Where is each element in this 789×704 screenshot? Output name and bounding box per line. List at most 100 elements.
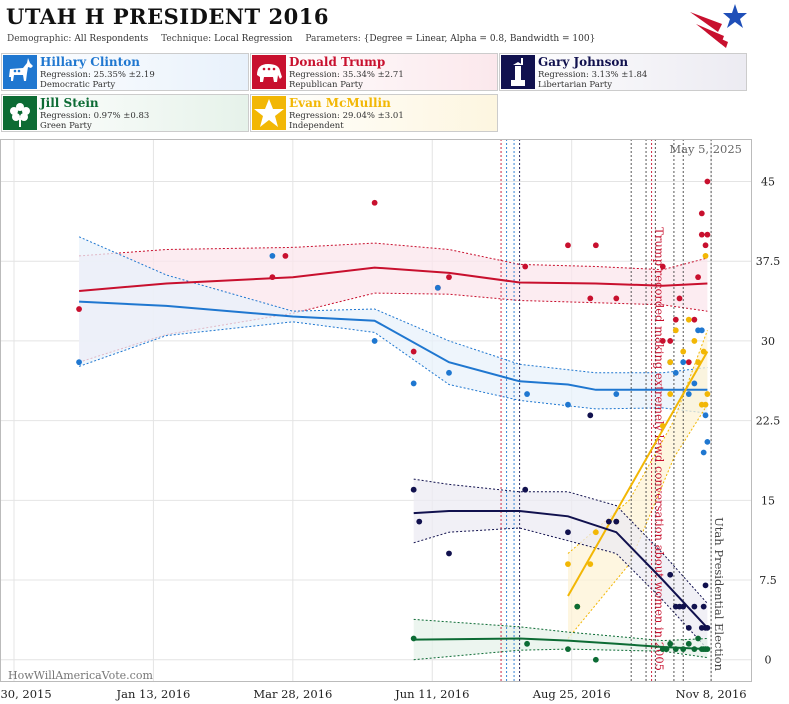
x-tick-label: Jun 11, 2016 [394, 687, 469, 701]
poll-point [613, 391, 620, 397]
poll-point [667, 391, 674, 397]
lower-bound-line [413, 648, 708, 661]
poll-point [565, 242, 571, 249]
candidate-regression: Regression: 3.13% ±1.84 [538, 70, 648, 80]
poll-point [691, 316, 698, 323]
trend-line [79, 266, 708, 292]
candidate-party: Republican Party [289, 80, 363, 90]
technique-label: Technique: [161, 34, 212, 44]
candidate-card-mcmullin[interactable]: Evan McMullin Regression: 29.04% ±3.01 I… [250, 94, 498, 132]
poll-point [680, 603, 687, 610]
poll-point [672, 369, 679, 376]
poll-point [667, 571, 674, 578]
poll-point [592, 242, 599, 249]
confidence-band [79, 243, 708, 363]
poll-point [704, 646, 711, 653]
y-tick-label: 22.5 [756, 415, 781, 428]
poll-point [434, 284, 441, 291]
poll-point [371, 199, 378, 206]
poll-point [680, 646, 687, 653]
lower-bound-line [567, 404, 708, 639]
poll-point [685, 624, 692, 631]
annotation-label: Utah Presidential Election [712, 517, 726, 671]
candidate-card-stein[interactable]: Jill Stein Regression: 0.97% ±0.83 Green… [1, 94, 249, 132]
confidence-bands [78, 236, 708, 661]
upper-bound-line [78, 236, 708, 374]
poll-point [685, 359, 692, 366]
poll-point [524, 391, 530, 397]
trend-line [413, 637, 708, 651]
poll-point [587, 295, 594, 302]
header: UTAH H PRESIDENT 2016 Demographic: All R… [0, 0, 789, 52]
poll-point [410, 635, 417, 642]
confidence-band [79, 236, 708, 414]
confidence-band [568, 330, 708, 639]
candidate-party: Green Party [40, 121, 92, 131]
poll-point [672, 646, 679, 653]
poll-point [704, 391, 711, 397]
poll-point [269, 274, 276, 281]
poll-point [524, 640, 530, 647]
x-tick-label: Nov 8, 2016 [676, 687, 747, 701]
y-tick-label: 37.5 [756, 255, 781, 268]
star-flag-logo-icon[interactable] [688, 2, 748, 50]
poll-point [446, 550, 452, 557]
parameters-value[interactable]: {Degree = Linear, Alpha = 0.8, Bandwidth… [363, 34, 596, 44]
poll-point [659, 338, 666, 344]
poll-point [659, 263, 666, 270]
candidate-party: Libertarian Party [538, 80, 613, 90]
poll-point [685, 391, 692, 397]
poll-point [565, 561, 571, 567]
candidate-card-johnson[interactable]: Gary Johnson Regression: 3.13% ±1.84 Lib… [499, 53, 747, 91]
poll-point [691, 338, 698, 344]
poll-point [76, 306, 82, 312]
x-tick-label: Mar 28, 2016 [253, 687, 332, 701]
poll-point [676, 295, 683, 302]
poll-point [685, 316, 692, 323]
poll-point [698, 231, 705, 238]
poll-point [695, 635, 701, 642]
poll-point [702, 242, 709, 249]
page-title: UTAH H PRESIDENT 2016 [6, 4, 329, 29]
poll-point [704, 178, 711, 185]
poll-point [702, 401, 709, 408]
poll-point [685, 640, 692, 647]
poll-point [592, 656, 599, 663]
confidence-band [413, 479, 708, 650]
poll-point [587, 561, 594, 567]
poll-point [613, 518, 620, 525]
candidate-regression: Regression: 0.97% ±0.83 [40, 111, 150, 121]
annotation-label: Trump recorded making extremely lewd con… [653, 227, 667, 671]
upper-bound-line [79, 242, 708, 271]
poll-point [522, 486, 529, 493]
chart-grid [0, 139, 752, 681]
candidate-card-clinton[interactable]: Hillary Clinton Regression: 25.35% ±2.19… [1, 53, 249, 91]
candidate-name: Gary Johnson [538, 55, 629, 69]
candidate-name: Donald Trump [289, 55, 386, 69]
candidate-regression: Regression: 29.04% ±3.01 [289, 111, 404, 121]
poll-point [704, 624, 711, 631]
candidate-party: Democratic Party [40, 80, 116, 90]
technique-value[interactable]: Local Regression [214, 34, 293, 44]
candidate-card-trump[interactable]: Donald Trump Regression: 35.34% ±2.71 Re… [250, 53, 498, 91]
poll-point [680, 359, 687, 366]
poll-point [282, 253, 289, 259]
candidate-name: Jill Stein [40, 96, 99, 110]
chart-axes: Oct 30, 2015 Jan 13, 2016 Mar 28, 2016 Jun … [0, 139, 781, 701]
poll-point [269, 253, 276, 259]
poll-point [613, 295, 620, 302]
poll-point [574, 603, 581, 610]
poll-point [700, 449, 707, 456]
candidate-party: Independent [289, 121, 344, 131]
poll-point [704, 231, 711, 238]
x-tick-label: Oct 30, 2015 [0, 687, 52, 701]
poll-point [691, 380, 698, 387]
y-tick-label: 7.5 [759, 574, 777, 587]
demographic-value[interactable]: All Respondents [74, 34, 149, 44]
poll-point [695, 274, 701, 281]
poll-point [698, 210, 705, 217]
poll-point [565, 529, 571, 536]
demographic-label: Demographic: [7, 34, 72, 44]
poll-point [410, 486, 417, 493]
poll-point [691, 603, 698, 610]
